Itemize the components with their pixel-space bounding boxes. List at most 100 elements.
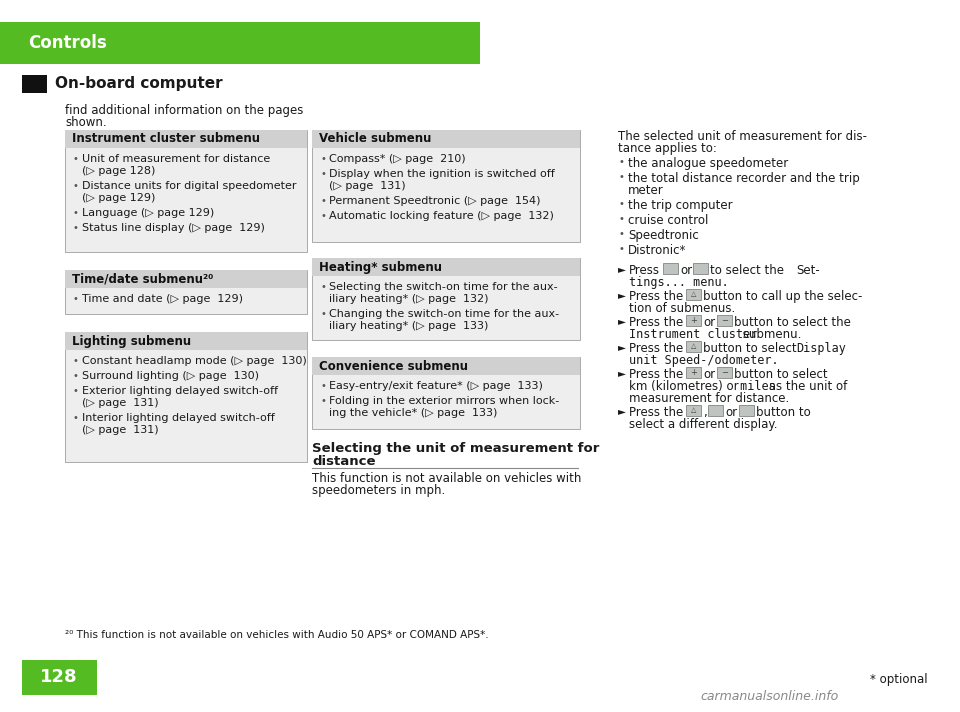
Text: •: • (618, 199, 624, 209)
Text: ,: , (703, 406, 707, 419)
Text: Automatic locking feature (▷ page  132): Automatic locking feature (▷ page 132) (329, 211, 554, 221)
Text: ►: ► (618, 368, 626, 378)
Bar (22, 75, 47, 93)
Text: Instrument cluster submenu: Instrument cluster submenu (72, 132, 260, 145)
Text: the trip computer: the trip computer (628, 199, 732, 212)
Text: •: • (618, 214, 624, 224)
Text: The selected unit of measurement for dis-: The selected unit of measurement for dis… (618, 130, 867, 143)
Text: Controls: Controls (28, 34, 107, 52)
Text: Press the: Press the (629, 342, 684, 355)
Text: * optional: * optional (870, 674, 927, 686)
Text: Display when the ignition is switched off: Display when the ignition is switched of… (329, 169, 555, 179)
Text: km (kilometres) or: km (kilometres) or (629, 380, 738, 393)
Bar (312, 357, 580, 429)
Text: •: • (320, 211, 325, 221)
Text: •: • (73, 223, 79, 233)
Text: Status line display (▷ page  129): Status line display (▷ page 129) (82, 223, 265, 233)
Text: or: or (703, 368, 715, 381)
Text: Language (▷ page 129): Language (▷ page 129) (82, 208, 214, 218)
Text: ►: ► (618, 290, 626, 300)
Text: •: • (618, 172, 624, 182)
Bar (686, 341, 701, 352)
Bar (65, 332, 307, 462)
Text: ►: ► (618, 406, 626, 416)
Bar (686, 315, 701, 326)
Text: •: • (73, 208, 79, 218)
Bar (312, 130, 580, 242)
Bar (693, 263, 708, 274)
Text: −: − (721, 368, 728, 377)
Text: •: • (320, 381, 325, 391)
Text: distance: distance (312, 455, 375, 468)
Text: find additional information on the pages: find additional information on the pages (65, 104, 303, 117)
Text: •: • (73, 181, 79, 191)
Text: cruise control: cruise control (628, 214, 708, 227)
Text: to select the: to select the (710, 264, 784, 277)
Text: •: • (618, 229, 624, 239)
Text: Permanent Speedtronic (▷ page  154): Permanent Speedtronic (▷ page 154) (329, 196, 540, 206)
Text: •: • (73, 371, 79, 381)
Text: •: • (73, 386, 79, 396)
Text: iliary heating* (▷ page  133): iliary heating* (▷ page 133) (329, 321, 489, 331)
Text: measurement for distance.: measurement for distance. (629, 392, 789, 405)
Text: or: or (703, 316, 715, 329)
Text: as the unit of: as the unit of (765, 380, 848, 393)
Bar (65, 270, 307, 288)
Text: Instrument cluster: Instrument cluster (629, 328, 757, 341)
Text: button to select: button to select (703, 342, 797, 355)
Bar (686, 405, 701, 416)
Text: △: △ (691, 407, 696, 414)
Text: •: • (73, 413, 79, 423)
Text: button to select: button to select (734, 368, 828, 381)
Text: (▷ page 129): (▷ page 129) (82, 193, 156, 203)
Text: Press the: Press the (629, 316, 684, 329)
Text: ►: ► (618, 342, 626, 352)
Text: unit Speed-/odometer.: unit Speed-/odometer. (629, 354, 779, 367)
Text: •: • (320, 154, 325, 164)
Text: Heating* submenu: Heating* submenu (319, 261, 442, 273)
Text: Changing the switch-on time for the aux-: Changing the switch-on time for the aux- (329, 309, 559, 319)
Text: submenu.: submenu. (739, 328, 802, 341)
Text: Selecting the switch-on time for the aux-: Selecting the switch-on time for the aux… (329, 282, 558, 292)
Bar (65, 270, 307, 314)
Text: •: • (320, 309, 325, 319)
Bar (663, 263, 678, 274)
Bar (22, 660, 97, 695)
Bar (739, 405, 754, 416)
Text: •: • (320, 282, 325, 292)
Text: Speedtronic: Speedtronic (628, 229, 699, 242)
Text: Unit of measurement for distance: Unit of measurement for distance (82, 154, 271, 164)
Text: select a different display.: select a different display. (629, 418, 778, 431)
Bar (312, 258, 580, 276)
Bar (65, 332, 307, 350)
Text: +: + (690, 368, 697, 377)
Text: shown.: shown. (65, 116, 107, 129)
Text: •: • (73, 294, 79, 304)
Text: the analogue speedometer: the analogue speedometer (628, 157, 788, 170)
Text: ing the vehicle* (▷ page  133): ing the vehicle* (▷ page 133) (329, 408, 497, 418)
Text: •: • (618, 157, 624, 167)
Text: Display: Display (796, 342, 846, 355)
Text: tings... menu.: tings... menu. (629, 276, 729, 289)
Bar (686, 367, 701, 378)
Text: carmanualsonline.info: carmanualsonline.info (700, 690, 838, 703)
Text: Vehicle submenu: Vehicle submenu (319, 132, 431, 145)
Text: −: − (721, 316, 728, 325)
Text: tion of submenus.: tion of submenus. (629, 302, 735, 315)
Text: Constant headlamp mode (▷ page  130): Constant headlamp mode (▷ page 130) (82, 356, 307, 366)
Text: (▷ page 128): (▷ page 128) (82, 166, 156, 176)
Text: This function is not available on vehicles with: This function is not available on vehicl… (312, 472, 582, 485)
Text: Set-: Set- (796, 264, 820, 277)
Text: Press the: Press the (629, 406, 684, 419)
Text: Folding in the exterior mirrors when lock-: Folding in the exterior mirrors when loc… (329, 396, 560, 406)
Bar (717, 315, 732, 326)
Text: Surround lighting (▷ page  130): Surround lighting (▷ page 130) (82, 371, 259, 381)
Bar (717, 367, 732, 378)
Text: button to: button to (756, 406, 811, 419)
Text: button to call up the selec-: button to call up the selec- (703, 290, 862, 303)
Bar (65, 130, 307, 252)
Text: •: • (73, 154, 79, 164)
Text: +: + (690, 316, 697, 325)
Text: speedometers in mph.: speedometers in mph. (312, 484, 445, 497)
Bar (686, 289, 701, 300)
